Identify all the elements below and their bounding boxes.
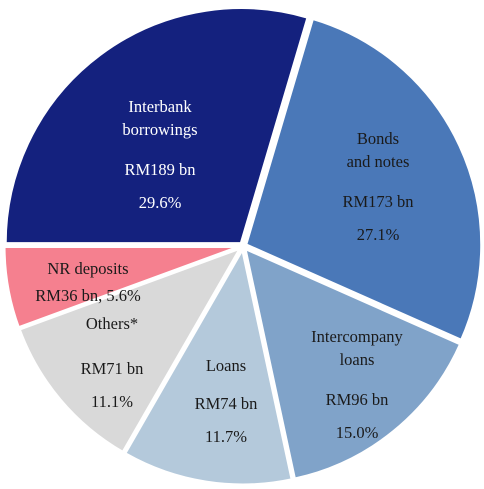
slice-label: Interbank borrowings [122, 97, 197, 139]
value-label: RM36 bn, 5.6% [35, 286, 141, 305]
slice-label: Loans [206, 356, 246, 375]
amount-label: RM189 bn [124, 160, 195, 179]
slice-label: Bonds and notes [347, 129, 410, 171]
pie-slice [17, 245, 245, 455]
slice-label: NR deposits [47, 259, 128, 278]
slice-label: Others* [86, 314, 138, 333]
value-label: 11.1% [91, 392, 133, 411]
amount-label: RM71 bn [81, 359, 144, 378]
value-label: 15.0% [336, 423, 379, 442]
value-label: 29.6% [139, 193, 182, 212]
pie-slice [3, 6, 310, 246]
pie-slice [243, 16, 484, 343]
amount-label: RM173 bn [342, 192, 413, 211]
pie-slice [2, 245, 241, 330]
amount-label: RM96 bn [326, 390, 389, 409]
amount-label: RM74 bn [195, 394, 258, 413]
slice-label: Intercompany loans [311, 327, 403, 369]
pie-slice [242, 245, 463, 481]
value-label: 11.7% [205, 427, 247, 446]
value-label: 27.1% [357, 225, 400, 244]
pie-slice [122, 244, 294, 487]
